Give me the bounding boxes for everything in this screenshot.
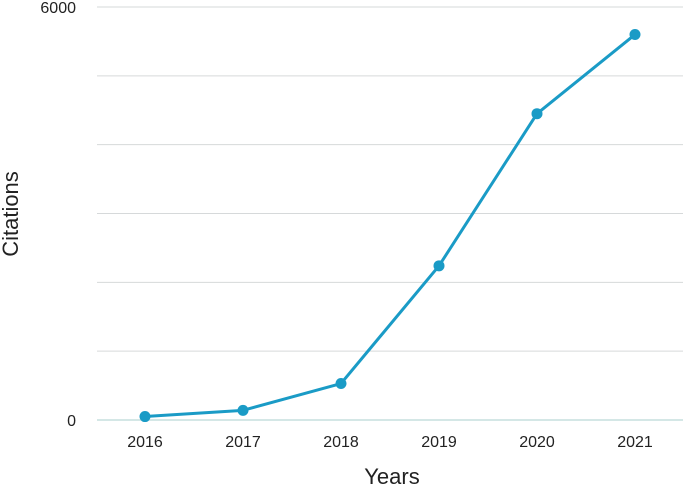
data-point bbox=[629, 29, 641, 41]
y-tick-label: 6000 bbox=[40, 0, 76, 17]
x-axis-label: Years bbox=[364, 464, 419, 485]
x-tick-label: 2018 bbox=[323, 434, 359, 451]
x-tick-label: 2020 bbox=[519, 434, 555, 451]
x-tick-label: 2019 bbox=[421, 434, 457, 451]
x-tick-labels: 2016 2017 2018 2019 2020 2021 bbox=[127, 434, 653, 451]
data-point bbox=[139, 411, 151, 423]
y-axis-label: Citations bbox=[0, 171, 23, 257]
x-tick-label: 2017 bbox=[225, 434, 261, 451]
x-tick-label: 2021 bbox=[617, 434, 653, 451]
data-point bbox=[335, 378, 347, 390]
data-point bbox=[433, 260, 445, 272]
y-tick-label: 0 bbox=[67, 413, 76, 430]
series-line bbox=[143, 33, 637, 419]
data-point bbox=[531, 108, 543, 120]
y-tick-labels: 0 6000 bbox=[40, 0, 76, 430]
gridlines bbox=[97, 6, 683, 421]
x-tick-label: 2016 bbox=[127, 434, 163, 451]
data-point bbox=[237, 404, 249, 416]
series-group bbox=[139, 29, 641, 423]
